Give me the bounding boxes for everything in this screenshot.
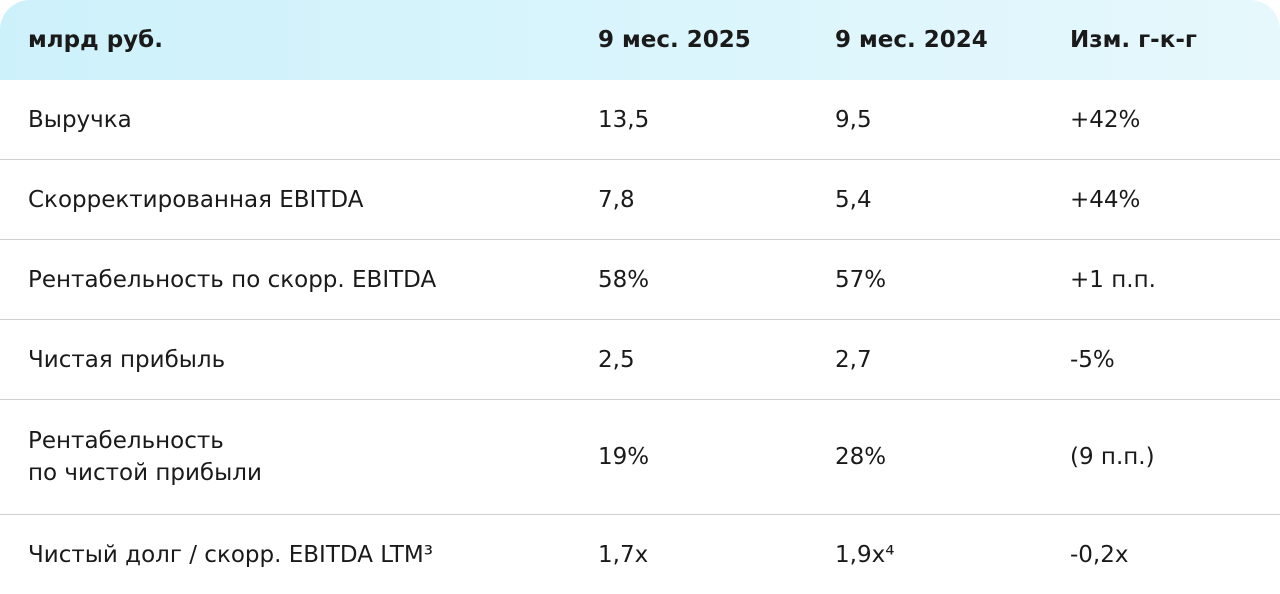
row-label: Чистая прибыль [28, 346, 226, 373]
cell-value: 9 мес. 2025 [598, 27, 751, 53]
cell-value: 9,5 [835, 106, 872, 133]
cell-value: 13,5 [598, 106, 650, 133]
cell-value: 7,8 [598, 186, 635, 213]
cell-value: -0,2x [1070, 541, 1129, 568]
header-row: млрд руб. 9 мес. 2025 9 мес. 2024 Изм. г-к-… [0, 0, 1280, 80]
cell-value: 1,7x [598, 541, 649, 568]
cell-value: 2,5 [598, 346, 635, 373]
cell-value: 57% [835, 266, 887, 293]
cell-value: (9 п.п.) [1070, 444, 1155, 470]
table-row: Чистая прибыль 2,5 2,7 -5% [0, 320, 1280, 400]
cell-value: +44% [1070, 186, 1141, 213]
cell-value: +42% [1070, 106, 1141, 133]
cell-value: 58% [598, 266, 650, 293]
table-row: Выручка 13,5 9,5 +42% [0, 80, 1280, 160]
cell-value: 19% [598, 444, 650, 470]
row-label: Скорректированная EBITDA [28, 186, 364, 213]
cell-value: 5,4 [835, 186, 872, 213]
table-row: Чистый долг / скорр. EBITDA LTM³ 1,7x 1,9x… [0, 515, 1280, 594]
table-row: Рентабельность по чистой прибыли 19% 28% (9… [0, 400, 1280, 515]
cell-value: 2,7 [835, 346, 872, 373]
cell-value: 28% [835, 444, 887, 470]
cell-value: -5% [1070, 346, 1115, 373]
cell-value: +1 п.п. [1070, 266, 1156, 293]
row-label: Рентабельность по чистой прибыли [28, 428, 262, 486]
row-label: Чистый долг / скорр. EBITDA LTM³ [28, 541, 433, 568]
row-label: Рентабельность по скорр. EBITDA [28, 266, 437, 293]
cell-value: 9 мес. 2024 [835, 27, 988, 53]
cell-value: Изм. г-к-г [1070, 27, 1197, 53]
table-row: Скорректированная EBITDA 7,8 5,4 +44% [0, 160, 1280, 240]
table-row: Рентабельность по скорр. EBITDA 58% 57% +1 … [0, 240, 1280, 320]
cell-value: 1,9x⁴ [835, 541, 895, 568]
row-label: Выручка [28, 106, 132, 133]
row-label: млрд руб. [28, 27, 163, 53]
